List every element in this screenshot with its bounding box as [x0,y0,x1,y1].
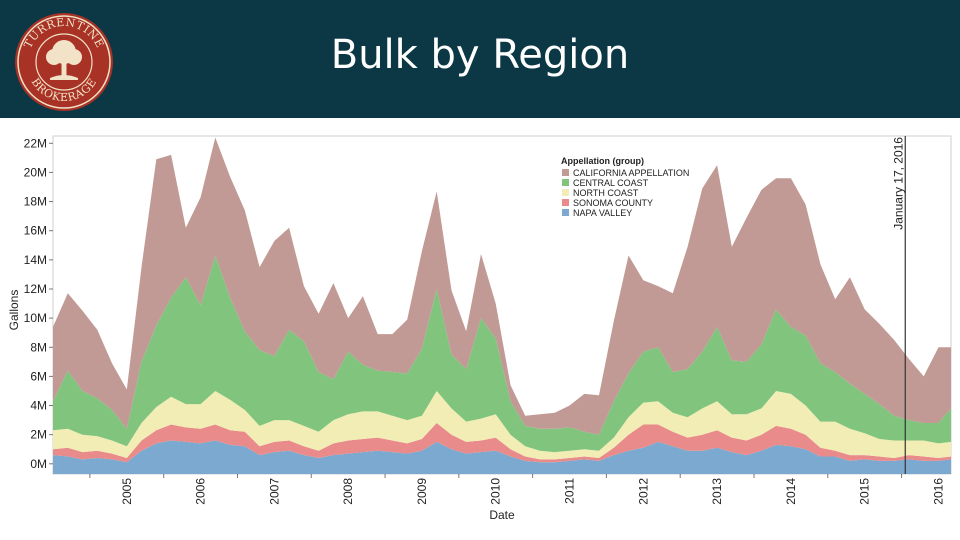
y-axis: 0M 2M 4M 6M 8M 10M 12M 14M 16M 18M 20M 22M [24,136,53,471]
y-tick-label: 6M [30,369,47,383]
x-tick-label: 2009 [415,478,429,505]
stacked-area-chart: January 17, 2016 0M 2M 4M 6M 8M 10M 12M 14M 16M 1… [7,135,952,522]
x-axis: 2005 2006 2007 2008 2009 2010 2011 2012 2013 2014… [89,474,946,505]
area-california-appellation [53,137,951,435]
y-tick-label: 0M [30,457,47,471]
x-tick-label: 2015 [858,478,872,505]
y-tick-label: 10M [24,311,47,325]
legend: Appellation (group) CALIFORNIA APPELLATI… [561,156,689,218]
area-north-coast [53,391,951,460]
legend-swatch [562,189,569,196]
x-axis-label: Date [489,508,515,522]
y-tick-label: 14M [24,253,47,267]
legend-item: CALIFORNIA APPELLATION [573,168,689,178]
y-tick-label: 22M [24,136,47,150]
x-tick-label: 2008 [341,478,355,505]
annotation-label: January 17, 2016 [891,137,905,230]
x-tick-label: 2012 [636,478,650,505]
y-tick-label: 12M [24,282,47,296]
y-tick-label: 18M [24,195,47,209]
turrentine-logo: TURRENTINE BROKERAGE [15,13,113,111]
x-tick-label: 2005 [120,478,134,505]
area-layer [53,137,951,474]
y-tick-label: 16M [24,224,47,238]
legend-title: Appellation (group) [561,156,644,166]
legend-item: NORTH COAST [573,188,639,198]
header-bar [0,0,960,118]
y-axis-label: Gallons [7,290,21,331]
area-central-coast [53,255,951,453]
legend-swatch [562,209,569,216]
y-tick-label: 20M [24,165,47,179]
page-title: Bulk by Region [330,32,630,78]
legend-swatch [562,169,569,176]
y-tick-label: 8M [30,340,47,354]
legend-swatch [562,199,569,206]
x-tick-label: 2010 [489,478,503,505]
area-napa-valley [53,440,951,474]
legend-swatch [562,179,569,186]
y-tick-label: 4M [30,399,47,413]
legend-item: SONOMA COUNTY [573,198,653,208]
x-tick-label: 2014 [784,478,798,505]
x-tick-label: 2016 [932,478,946,505]
y-tick-label: 2M [30,428,47,442]
tree-icon [46,40,82,80]
area-sonoma-county [53,423,951,463]
x-tick-label: 2006 [194,478,208,505]
x-tick-label: 2013 [710,478,724,505]
x-tick-label: 2011 [563,478,577,504]
legend-item: NAPA VALLEY [573,208,632,218]
x-tick-label: 2007 [267,478,281,505]
legend-item: CENTRAL COAST [573,178,649,188]
